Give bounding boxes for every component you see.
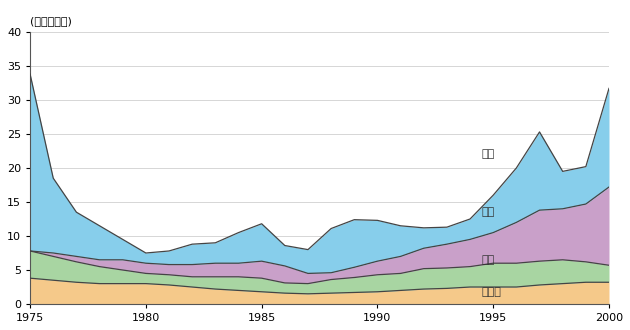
Text: 韓国: 韓国 (482, 207, 495, 217)
Text: 日本: 日本 (482, 149, 495, 159)
Text: (百万総トン): (百万総トン) (30, 16, 72, 26)
Text: その他: その他 (482, 287, 501, 297)
Text: 欧州: 欧州 (482, 255, 495, 265)
